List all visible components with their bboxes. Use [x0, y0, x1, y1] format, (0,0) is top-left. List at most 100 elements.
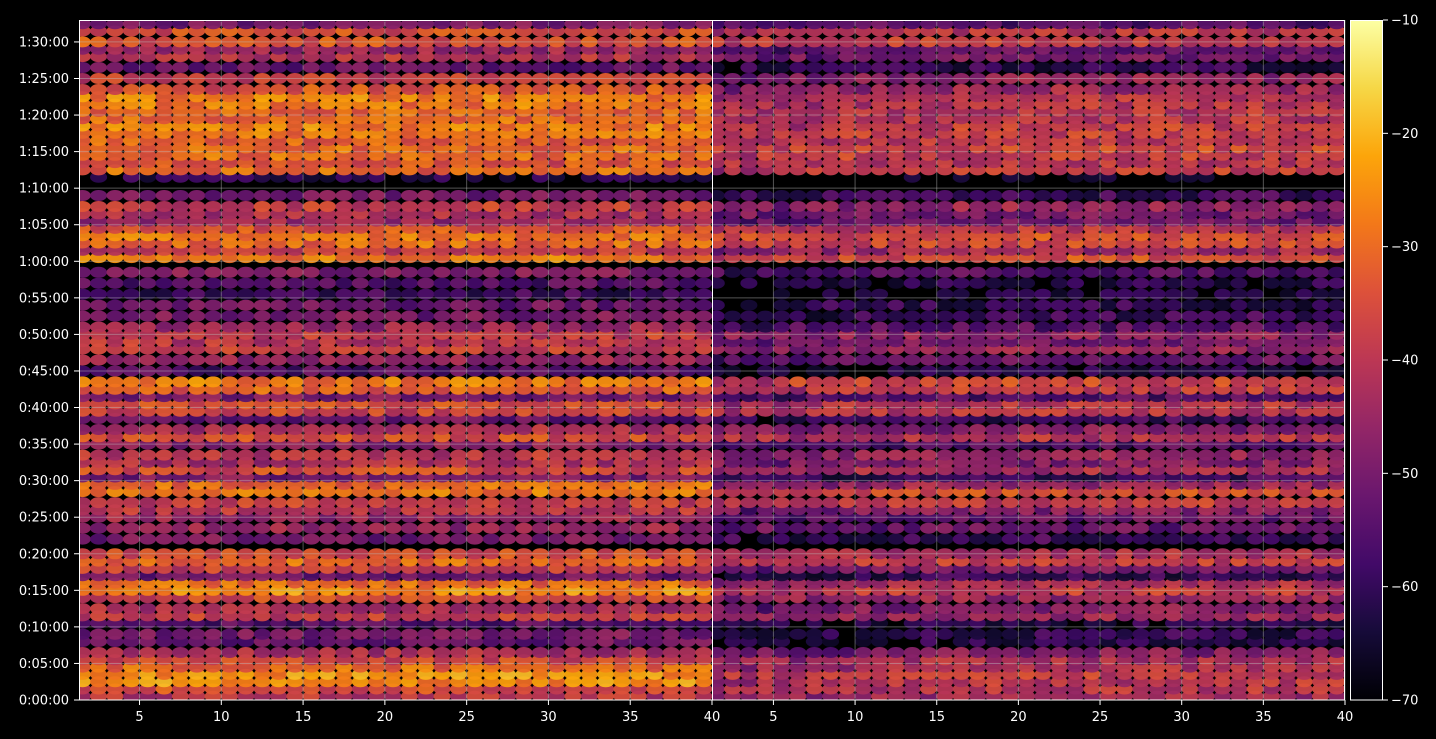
- heatmap-cell: [1018, 424, 1036, 435]
- heatmap-cell: [400, 20, 418, 30]
- heatmap-cell: [515, 277, 533, 289]
- heatmap-cell: [1001, 533, 1019, 545]
- heatmap-cell: [1181, 522, 1199, 534]
- heatmap-cell: [171, 449, 189, 461]
- heatmap-cell: [204, 73, 222, 84]
- heatmap-cell: [188, 190, 206, 201]
- heatmap-cell: [139, 354, 157, 366]
- heatmap-cell: [106, 20, 124, 30]
- heatmap-cell: [1034, 376, 1052, 388]
- heatmap-cell: [580, 310, 598, 322]
- heatmap-cell: [1279, 628, 1297, 640]
- heatmap-cell: [1328, 277, 1345, 289]
- heatmap-cell: [417, 365, 435, 377]
- heatmap-cell: [351, 299, 369, 311]
- heatmap-cell: [302, 277, 320, 289]
- heatmap-cell: [822, 603, 840, 615]
- heatmap-cell: [713, 365, 725, 377]
- heatmap-cell: [1181, 548, 1199, 560]
- heatmap-cell: [580, 548, 598, 560]
- heatmap-cell: [237, 288, 255, 300]
- heatmap-cell: [515, 288, 533, 300]
- heatmap-cell: [79, 376, 91, 388]
- heatmap-cell: [302, 299, 320, 311]
- heatmap-cell: [1181, 277, 1199, 289]
- heatmap-cell: [237, 62, 255, 73]
- heatmap-cell: [368, 424, 386, 435]
- heatmap-cell: [515, 647, 533, 658]
- heatmap-cell: [629, 36, 647, 48]
- heatmap-cell: [646, 321, 664, 333]
- heatmap-cell: [662, 190, 680, 201]
- heatmap-cell: [1197, 628, 1215, 640]
- heatmap-cell: [1001, 497, 1019, 509]
- heatmap-cell: [695, 628, 712, 640]
- heatmap-cell: [1001, 449, 1019, 461]
- heatmap-cell: [854, 354, 872, 366]
- heatmap-cell: [805, 497, 823, 509]
- heatmap-cell: [1018, 603, 1036, 615]
- heatmap-cell: [580, 62, 598, 73]
- heatmap-cell: [713, 424, 725, 435]
- heatmap-cell: [122, 365, 140, 377]
- heatmap-cell: [122, 533, 140, 545]
- heatmap-cell: [903, 365, 921, 377]
- heatmap-cell: [79, 201, 91, 212]
- heatmap-cell: [920, 628, 938, 640]
- heatmap-cell: [1034, 365, 1052, 377]
- heatmap-cell: [822, 365, 840, 377]
- heatmap-cell: [1263, 266, 1280, 278]
- heatmap-cell: [1279, 277, 1297, 289]
- heatmap-cell: [351, 522, 369, 534]
- heatmap-cell: [1132, 647, 1150, 658]
- heatmap-cell: [695, 190, 712, 201]
- heatmap-cell: [1067, 354, 1084, 366]
- heatmap-cell: [756, 449, 774, 461]
- heatmap-cell: [335, 365, 353, 377]
- heatmap-cell: [155, 376, 173, 388]
- heatmap-cell: [613, 647, 631, 658]
- heatmap-cell: [1083, 647, 1101, 658]
- heatmap-cell: [613, 299, 631, 311]
- heatmap-cell: [1083, 424, 1101, 435]
- heatmap-cell: [1328, 354, 1345, 366]
- heatmap-cell: [629, 84, 647, 95]
- heatmap-cell: [740, 277, 758, 289]
- heatmap-cell: [1295, 533, 1313, 545]
- heatmap-cell: [139, 522, 157, 534]
- heatmap-cell: [499, 299, 516, 311]
- heatmap-cell: [106, 647, 124, 658]
- heatmap-cell: [1230, 424, 1248, 435]
- heatmap-cell: [1263, 603, 1280, 615]
- heatmap-cell: [1001, 376, 1019, 388]
- heatmap-cell: [417, 288, 435, 300]
- heatmap-cell: [515, 603, 533, 615]
- heatmap-cell: [903, 497, 921, 509]
- heatmap-cell: [695, 533, 712, 545]
- heatmap-cell: [122, 277, 140, 289]
- heatmap-cell: [188, 522, 206, 534]
- heatmap-cell: [1148, 299, 1166, 311]
- heatmap-cell: [79, 548, 91, 560]
- heatmap-cell: [756, 628, 774, 640]
- heatmap-cell: [384, 84, 402, 95]
- heatmap-cell: [695, 449, 712, 461]
- heatmap-cell: [204, 533, 222, 545]
- heatmap-cell: [903, 449, 921, 461]
- heatmap-cell: [597, 62, 615, 73]
- heatmap-cell: [713, 310, 725, 322]
- heatmap-cell: [90, 73, 108, 84]
- heatmap-cell: [887, 548, 905, 560]
- heatmap-cell: [564, 277, 582, 289]
- heatmap-cell: [679, 424, 696, 435]
- heatmap-cell: [662, 424, 680, 435]
- heatmap-cell: [270, 62, 288, 73]
- heatmap-cell: [531, 190, 549, 201]
- heatmap-cell: [1132, 354, 1150, 366]
- heatmap-cell: [1001, 321, 1019, 333]
- heatmap-cell: [450, 277, 467, 289]
- heatmap-cell: [1312, 424, 1329, 435]
- heatmap-cell: [548, 522, 566, 534]
- heatmap-cell: [368, 277, 386, 289]
- heatmap-cell: [613, 20, 631, 30]
